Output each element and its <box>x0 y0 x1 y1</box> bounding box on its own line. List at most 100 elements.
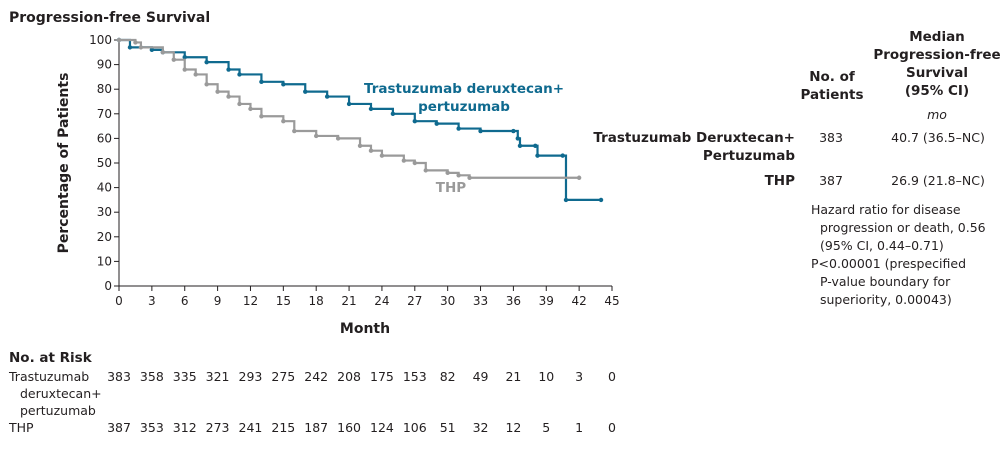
x-tick-label: 9 <box>214 294 222 308</box>
y-tick-label: 40 <box>97 181 112 195</box>
series-labels: Trastuzumab deruxtecan+ pertuzumab THP <box>364 81 564 196</box>
censor-mark <box>314 133 319 139</box>
risk-value: 0 <box>608 420 616 435</box>
risk-value: 10 <box>538 369 554 384</box>
censor-mark <box>533 143 538 148</box>
y-tick-label: 80 <box>97 82 112 96</box>
censor-mark <box>127 45 133 50</box>
censor-mark <box>423 168 428 173</box>
censor-mark <box>456 126 461 131</box>
censor-mark <box>281 118 286 124</box>
series-label: THP <box>436 180 467 196</box>
summary-table: No. of Patients Median Progression-free Surv… <box>593 29 1000 307</box>
censor-mark <box>478 128 483 134</box>
chart-title: Progression-free Survival <box>9 10 210 26</box>
risk-value: 321 <box>206 369 230 384</box>
series-label: Trastuzumab deruxtecan+ <box>364 81 564 97</box>
col-header-median: Progression-free <box>873 47 1000 63</box>
x-tick-label: 12 <box>243 294 258 308</box>
risk-value: 312 <box>173 420 197 435</box>
x-tick-label: 18 <box>309 294 324 308</box>
risk-value: 160 <box>337 420 361 435</box>
y-tick-label: 50 <box>97 156 112 170</box>
col-header-median: Survival <box>906 65 968 81</box>
y-tick-label: 60 <box>97 131 112 145</box>
censor-mark <box>467 175 472 180</box>
risk-value: 335 <box>173 369 197 384</box>
censor-mark <box>116 37 122 43</box>
x-tick-label: 21 <box>341 294 356 308</box>
censor-mark <box>226 94 231 99</box>
censor-mark <box>379 153 385 158</box>
risk-value: 273 <box>206 420 230 435</box>
x-tick-label: 0 <box>115 294 123 308</box>
x-tick-label: 3 <box>148 294 156 308</box>
censor-mark <box>346 101 352 107</box>
y-tick-label: 100 <box>89 33 112 47</box>
y-tick-label: 30 <box>97 205 112 219</box>
censor-mark <box>149 47 155 53</box>
col-header-patients: No. of <box>809 69 855 85</box>
x-tick-label: 15 <box>276 294 291 308</box>
censor-mark <box>368 148 374 153</box>
risk-value: 5 <box>542 420 550 435</box>
summary-patients: 383 <box>819 130 843 145</box>
y-tick-label: 10 <box>97 254 112 268</box>
risk-value: 353 <box>140 420 164 435</box>
censor-mark <box>292 128 297 134</box>
censor-mark <box>445 170 450 176</box>
y-tick-label: 70 <box>97 107 112 121</box>
censor-mark <box>357 143 363 148</box>
x-axis-label: Month <box>340 321 390 337</box>
risk-value: 21 <box>505 369 521 384</box>
censor-mark <box>368 106 374 112</box>
censor-mark <box>259 79 264 85</box>
x-tick-label: 36 <box>506 294 521 308</box>
x-tick-label: 45 <box>604 294 619 308</box>
risk-value: 387 <box>107 420 131 435</box>
risk-value: 32 <box>473 420 489 435</box>
summary-note: (95% CI, 0.44–0.71) <box>820 238 944 253</box>
x-tick-label: 33 <box>473 294 488 308</box>
summary-row-label: Trastuzumab Deruxtecan+ <box>593 130 795 146</box>
y-axis-label: Percentage of Patients <box>56 73 72 254</box>
col-header-median: (95% CI) <box>905 83 969 99</box>
censor-mark <box>204 59 209 65</box>
series-group <box>116 37 604 203</box>
summary-median: 40.7 (36.5–NC) <box>891 130 985 145</box>
series-line-1 <box>119 38 580 179</box>
censor-mark <box>133 40 138 45</box>
y-tick-label: 90 <box>97 58 112 72</box>
censor-mark <box>193 72 198 77</box>
x-tick-label: 6 <box>181 294 189 308</box>
x-tick-label: 27 <box>407 294 422 308</box>
censor-mark <box>237 72 242 77</box>
risk-value: 106 <box>403 420 427 435</box>
summary-row-label: Pertuzumab <box>703 148 795 164</box>
censor-mark <box>259 114 264 119</box>
risk-value: 153 <box>403 369 427 384</box>
summary-row-label: THP <box>765 173 796 189</box>
risk-row-label: THP <box>8 420 34 435</box>
risk-value: 124 <box>370 420 394 435</box>
risk-value: 383 <box>107 369 131 384</box>
censor-mark <box>237 101 242 107</box>
risk-value: 0 <box>608 369 616 384</box>
col-header-patients: Patients <box>801 87 864 103</box>
censor-mark <box>171 57 176 62</box>
censor-mark <box>248 106 253 112</box>
risk-value: 175 <box>370 369 394 384</box>
censor-mark <box>401 158 407 163</box>
risk-table: No. at Risk Trastuzumab deruxtecan+ pertuzu… <box>8 350 616 435</box>
censor-mark <box>335 136 341 141</box>
risk-row-label: Trastuzumab <box>8 369 89 384</box>
x-tick-label: 42 <box>571 294 586 308</box>
censor-mark <box>160 50 166 55</box>
summary-note: progression or death, 0.56 <box>820 220 986 235</box>
summary-median: 26.9 (21.8–NC) <box>891 173 985 188</box>
series-label: pertuzumab <box>418 99 510 115</box>
risk-value: 12 <box>505 420 521 435</box>
risk-value: 241 <box>239 420 263 435</box>
